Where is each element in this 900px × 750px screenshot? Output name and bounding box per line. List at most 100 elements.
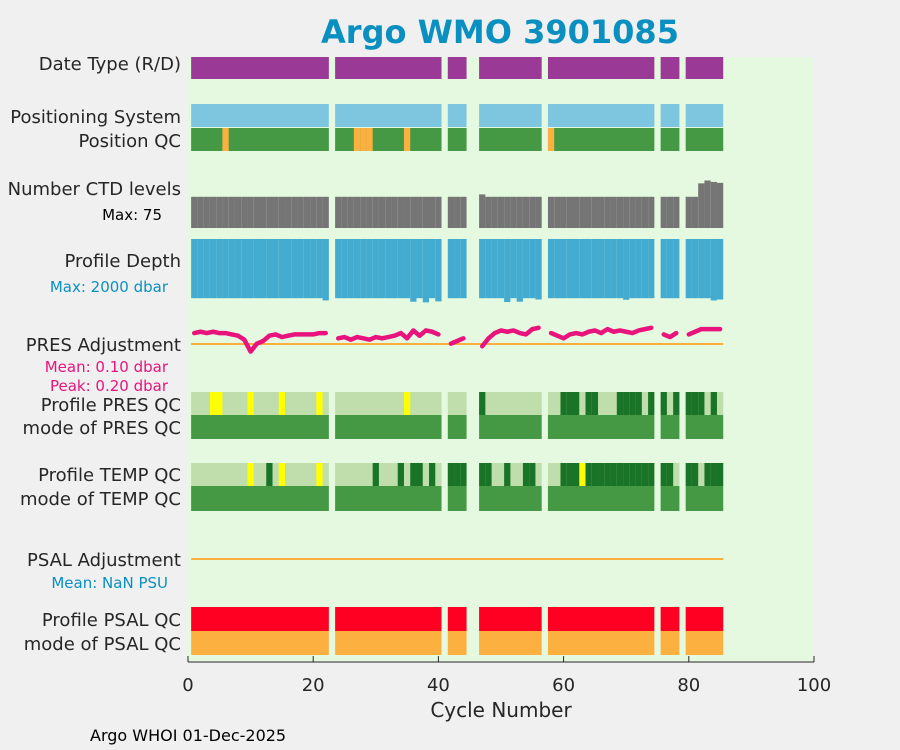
profile-depth-bar-37 <box>416 239 423 299</box>
ctd-levels-bar-74 <box>648 196 655 228</box>
ctd-levels-bar-20 <box>310 196 317 228</box>
mode-psal-qc-bar-0 <box>191 631 329 655</box>
profile-depth-bar-68 <box>610 239 617 299</box>
profile-depth-bar-17 <box>291 239 298 299</box>
ctd-levels-bar-47 <box>479 194 486 228</box>
mode-pres-qc-bar-6 <box>685 415 724 439</box>
profile-depth-bar-62 <box>572 239 580 299</box>
profile-depth-bar-11 <box>253 239 260 299</box>
profile-temp-qc-dark-47 <box>479 463 486 486</box>
position-qc-flag-35 <box>403 128 411 151</box>
ctd-levels-bar-21 <box>316 196 323 228</box>
ctd-levels-bar-61 <box>566 196 573 228</box>
profile-psal-qc-bar-6 <box>685 607 724 631</box>
profile-temp-qc-dark-80 <box>685 463 692 486</box>
pres-adjustment-line-0 <box>192 329 328 354</box>
profile-depth-bar-51 <box>504 239 511 303</box>
profile-pres-qc-dark-60 <box>560 392 567 415</box>
label-ctd-max: Max: 75 <box>102 206 162 224</box>
profile-psal-qc-bar-0 <box>191 607 329 631</box>
profile-psal-qc-bar-4 <box>547 607 655 631</box>
ctd-levels-bar-36 <box>410 196 417 228</box>
x-tick-label-20: 20 <box>302 675 325 696</box>
label-mode-psal-qc: mode of PSAL QC <box>24 634 181 655</box>
mode-pres-qc-bar-3 <box>479 415 542 439</box>
date-type-bar-3 <box>479 57 542 79</box>
profile-temp-qc-dark-83 <box>704 463 711 486</box>
positioning-bar-1 <box>335 104 442 127</box>
label-pres-mean: Mean: 0.10 dbar <box>45 358 169 376</box>
profile-temp-qc-dark-73 <box>641 463 649 486</box>
label-profile-temp-qc: Profile TEMP QC <box>38 465 181 486</box>
profile-psal-qc-bar-2 <box>447 607 467 631</box>
date-type-bar-1 <box>335 57 442 79</box>
ctd-levels-bar-6 <box>222 196 229 228</box>
ctd-levels-bar-56 <box>535 196 542 228</box>
ctd-levels-bar-70 <box>623 196 630 228</box>
profile-temp-qc-dark-55 <box>529 463 536 486</box>
mode-temp-qc-bar-1 <box>335 486 442 511</box>
profile-depth-bar-25 <box>341 239 348 299</box>
mode-psal-qc-bar-3 <box>479 631 542 655</box>
position-qc-bar-1 <box>335 128 442 151</box>
ctd-levels-bar-37 <box>416 196 423 228</box>
profile-pres-qc-dark-71 <box>629 392 636 415</box>
profile-temp-qc-dark-62 <box>572 463 580 486</box>
pres-adjustment-line-5 <box>661 330 679 340</box>
profile-depth-bar-52 <box>510 239 517 299</box>
x-tick-label-40: 40 <box>427 675 450 696</box>
ctd-levels-bar-1 <box>191 196 198 228</box>
ctd-levels-bar-64 <box>585 196 592 228</box>
ctd-levels-bar-73 <box>641 196 649 228</box>
pres-adjustment-line-6 <box>686 326 723 337</box>
profile-depth-bar-9 <box>241 239 248 299</box>
profile-depth-bar-18 <box>297 239 304 299</box>
ctd-levels-bar-51 <box>504 196 511 228</box>
label-psal-adjustment: PSAL Adjustment <box>27 550 181 571</box>
ctd-levels-bar-84 <box>710 181 717 228</box>
row-labels: Date Type (R/D) Positioning System Positio… <box>8 54 181 655</box>
profile-temp-qc-dark-34 <box>397 463 404 486</box>
ctd-levels-bar-76 <box>660 196 667 228</box>
mode-pres-qc-bar-0 <box>191 415 329 439</box>
mode-pres-qc-bar-2 <box>447 415 467 439</box>
chart-title: Argo WMO 3901085 <box>321 13 679 51</box>
mode-temp-qc-bar-6 <box>685 486 724 511</box>
x-tick-label-100: 100 <box>797 675 831 696</box>
profile-depth-bar-69 <box>616 239 624 299</box>
profile-depth-bar-7 <box>228 239 235 299</box>
mode-temp-qc-bar-5 <box>660 486 680 511</box>
profile-psal-qc-bar-1 <box>335 607 442 631</box>
profile-depth-bar-71 <box>629 239 636 299</box>
position-qc-bar-5 <box>660 128 680 151</box>
profile-depth-bar-85 <box>716 239 724 300</box>
profile-pres-qc-dark-47 <box>479 392 486 415</box>
profile-temp-qc-dark-70 <box>623 463 630 486</box>
label-number-ctd-levels: Number CTD levels <box>8 179 181 200</box>
profile-pres-qc-dark-84 <box>710 392 717 415</box>
label-mode-pres-qc: mode of PRES QC <box>23 418 181 439</box>
profile-pres-qc-dark-82 <box>698 392 705 415</box>
ctd-levels-bar-43 <box>454 196 461 228</box>
position-qc-bar-3 <box>479 128 542 151</box>
profile-depth-bar-27 <box>353 239 361 299</box>
label-depth-max: Max: 2000 dbar <box>50 278 169 296</box>
ctd-levels-bar-32 <box>385 196 392 228</box>
profile-depth-bar-73 <box>641 239 649 299</box>
pres-adjustment-line-1 <box>335 328 441 342</box>
ctd-levels-bar-71 <box>629 196 636 228</box>
profile-pres-qc-dark-72 <box>635 392 642 415</box>
profile-temp-qc-dark-30 <box>372 463 379 486</box>
profile-temp-qc-dark-76 <box>660 463 667 486</box>
footer-text: Argo WHOI 01-Dec-2025 <box>90 726 286 745</box>
mode-psal-qc-bar-4 <box>547 631 655 655</box>
ctd-levels-bar-83 <box>704 180 711 228</box>
ctd-levels-bar-82 <box>698 183 705 228</box>
profile-temp-qc-dark-64 <box>585 463 592 486</box>
profile-psal-qc-bar-5 <box>660 607 680 631</box>
profile-temp-qc-yellow-10 <box>247 463 254 486</box>
positioning-bar-0 <box>191 104 329 127</box>
position-qc-flag-6 <box>222 128 229 151</box>
positioning-bar-3 <box>479 104 542 127</box>
ctd-levels-bar-54 <box>522 196 530 228</box>
